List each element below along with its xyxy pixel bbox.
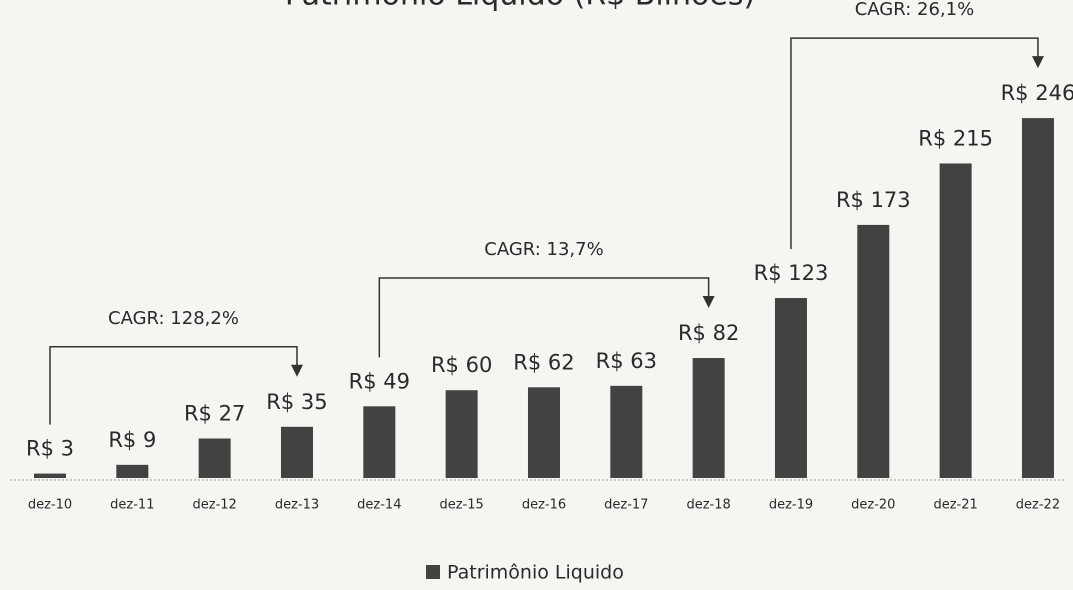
cagr-arrowhead bbox=[702, 296, 715, 309]
bar bbox=[363, 406, 396, 478]
value-label: R$ 3 bbox=[26, 437, 74, 461]
cagr-bracket bbox=[49, 346, 298, 425]
value-label: R$ 63 bbox=[596, 349, 657, 373]
value-label: R$ 246 bbox=[1001, 81, 1073, 105]
bar bbox=[34, 473, 66, 478]
legend-swatch bbox=[426, 565, 440, 579]
x-tick-label: dez-10 bbox=[28, 498, 72, 513]
x-tick-label: dez-14 bbox=[357, 498, 401, 513]
value-label: R$ 173 bbox=[836, 188, 911, 212]
x-tick-label: dez-16 bbox=[522, 498, 566, 513]
x-tick-label: dez-22 bbox=[1016, 498, 1060, 513]
bar bbox=[445, 390, 478, 478]
x-tick-label: dez-18 bbox=[686, 498, 730, 513]
value-label: R$ 9 bbox=[108, 428, 156, 452]
bar bbox=[857, 224, 890, 478]
value-label: R$ 123 bbox=[754, 261, 829, 285]
value-label: R$ 27 bbox=[184, 401, 245, 425]
x-tick-label: dez-17 bbox=[604, 498, 648, 513]
cagr-arrowhead bbox=[1031, 56, 1044, 69]
value-label: R$ 215 bbox=[918, 126, 993, 150]
bar bbox=[116, 464, 149, 478]
bar bbox=[198, 438, 231, 478]
value-label: R$ 82 bbox=[678, 321, 739, 345]
cagr-arrowhead bbox=[290, 364, 303, 377]
chart-title: Patrimônio Líquido (R$ Bilhões) bbox=[285, 0, 755, 13]
x-tick-label: dez-20 bbox=[851, 498, 895, 513]
cagr-bracket bbox=[790, 37, 1039, 250]
value-label: R$ 60 bbox=[431, 353, 492, 377]
x-tick-label: dez-19 bbox=[769, 498, 813, 513]
bar bbox=[692, 358, 725, 478]
bar bbox=[1021, 118, 1054, 479]
cagr-label: CAGR: 128,2% bbox=[108, 308, 239, 329]
value-label: R$ 49 bbox=[349, 369, 410, 393]
cagr-bracket bbox=[378, 277, 710, 358]
cagr-label: CAGR: 26,1% bbox=[855, 0, 974, 20]
x-tick-label: dez-21 bbox=[933, 498, 977, 513]
x-tick-label: dez-11 bbox=[110, 498, 154, 513]
bar bbox=[774, 298, 807, 478]
value-label: R$ 35 bbox=[266, 390, 327, 414]
bar bbox=[527, 387, 560, 478]
value-label: R$ 62 bbox=[513, 350, 574, 374]
x-tick-label: dez-12 bbox=[193, 498, 237, 513]
x-tick-label: dez-13 bbox=[275, 498, 319, 513]
x-tick-label: dez-15 bbox=[439, 498, 483, 513]
bar bbox=[610, 385, 643, 478]
bar bbox=[939, 163, 972, 478]
bar bbox=[280, 426, 313, 478]
cagr-label: CAGR: 13,7% bbox=[484, 239, 603, 260]
legend-label: Patrimônio Liquido bbox=[447, 562, 624, 584]
